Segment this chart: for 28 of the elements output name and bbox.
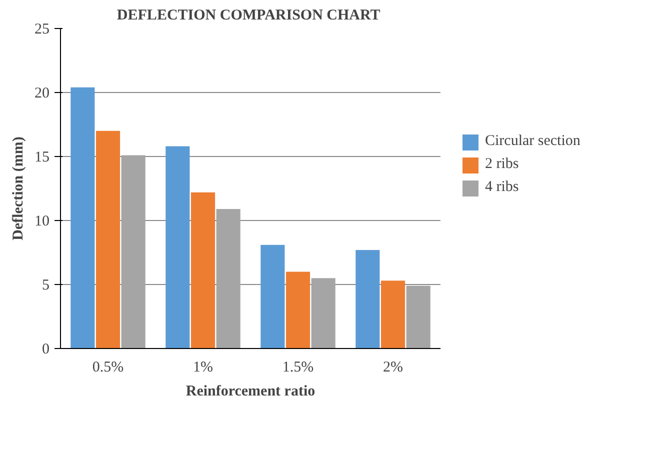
legend-label: 2 ribs <box>485 156 519 174</box>
y-tick-label: 25 <box>34 22 50 38</box>
bar <box>406 286 430 348</box>
bar <box>96 130 120 348</box>
x-tick-label: 1.5% <box>282 360 314 376</box>
y-tick-label: 10 <box>34 214 50 230</box>
x-axis-title: Reinforcement ratio <box>186 384 316 400</box>
legend-label: 4 ribs <box>485 179 519 196</box>
x-tick-label: 2% <box>383 360 403 376</box>
bar <box>190 192 216 348</box>
y-axis-title: Deflection (mm) <box>10 136 26 240</box>
y-tick-label: 15 <box>34 150 50 166</box>
y-tick-label: 20 <box>34 86 50 102</box>
bar <box>260 244 285 348</box>
x-tick-label: 0.5% <box>92 360 124 376</box>
bar <box>380 280 406 348</box>
bar <box>286 272 310 348</box>
y-tick-label: 5 <box>42 278 50 294</box>
chart-title: DEFLECTION COMPARISON CHART <box>116 8 380 24</box>
bar <box>70 87 95 348</box>
y-tick-label: 0 <box>42 342 50 358</box>
legend-label: Circular section <box>485 133 580 150</box>
bar <box>311 278 336 348</box>
bar <box>166 146 190 348</box>
bar <box>216 208 240 348</box>
bar <box>121 155 146 348</box>
bar <box>356 250 380 348</box>
x-tick-label: 1% <box>193 360 213 376</box>
